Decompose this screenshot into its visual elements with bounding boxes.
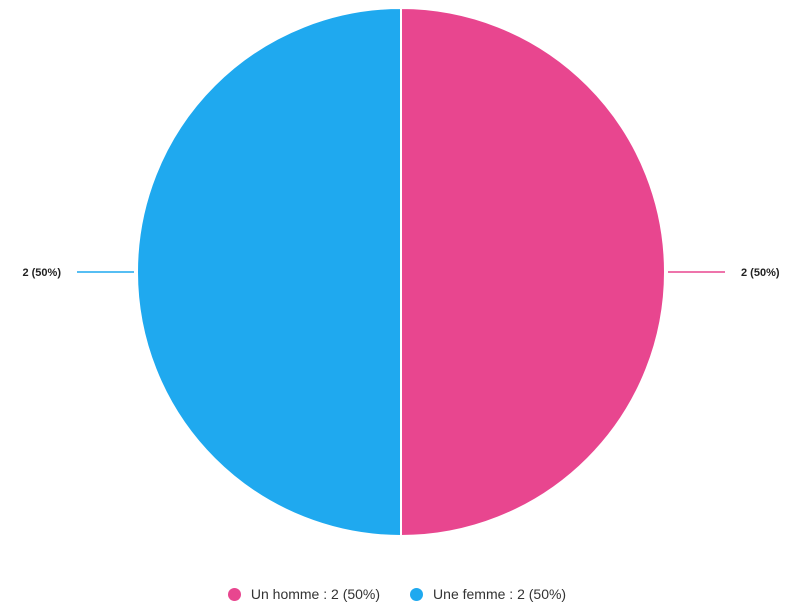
data-label-un-homme: 2 (50%) (741, 267, 780, 279)
legend-swatch-une-femme (410, 587, 424, 601)
legend-label-une-femme: Une femme : 2 (50%) (433, 586, 567, 602)
legend-item-une-femme[interactable]: Une femme : 2 (50%) (410, 586, 566, 602)
legend-item-un-homme[interactable]: Un homme : 2 (50%) (227, 586, 381, 602)
pie-chart-plot: 2 (50%) 2 (50%) (22, 6, 780, 538)
data-label-une-femme: 2 (50%) (22, 267, 61, 279)
chart-legend: Un homme : 2 (50%) Une femme : 2 (50%) (0, 586, 794, 602)
legend-label-un-homme: Un homme : 2 (50%) (250, 586, 381, 602)
pie-slice-une-femme[interactable] (136, 6, 402, 538)
pie-slice-un-homme[interactable] (400, 6, 666, 538)
legend-swatch-un-homme (227, 587, 241, 601)
